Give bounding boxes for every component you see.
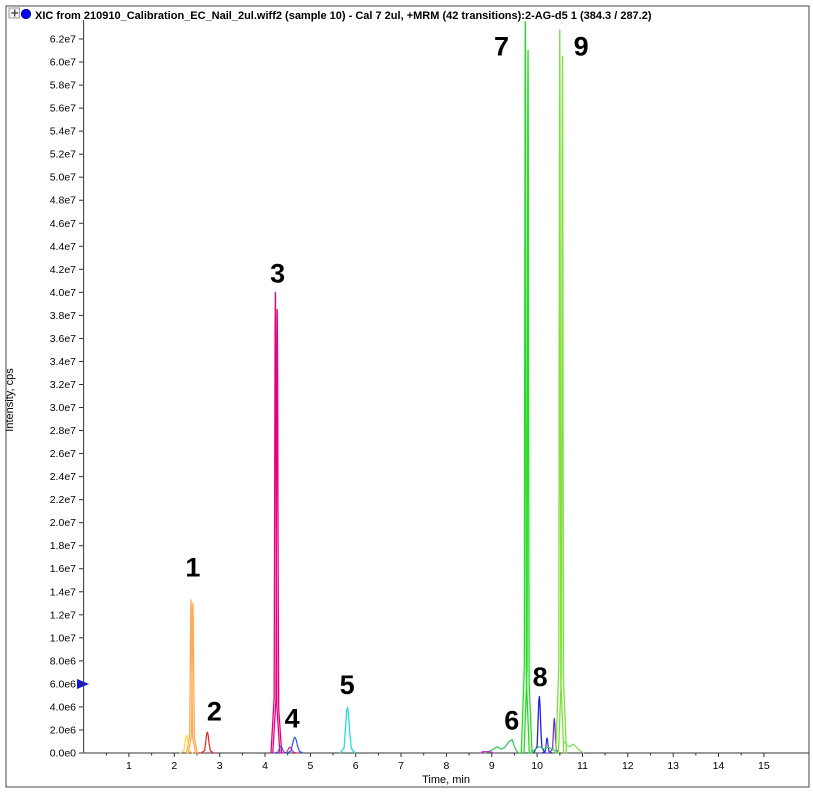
svg-text:3.0e7: 3.0e7 [50,402,76,414]
svg-text:2: 2 [207,696,222,726]
svg-text:3.4e7: 3.4e7 [50,356,76,368]
svg-text:3.2e7: 3.2e7 [50,379,76,391]
svg-text:7: 7 [398,760,404,772]
svg-text:XIC from 210910_Calibration_EC: XIC from 210910_Calibration_EC_Nail_2ul.… [35,10,652,22]
svg-text:3: 3 [270,259,285,289]
svg-text:2.0e6: 2.0e6 [50,724,76,736]
svg-text:11: 11 [577,760,588,772]
svg-text:8: 8 [533,662,548,692]
svg-text:Time, min: Time, min [422,774,470,786]
svg-text:1.0e7: 1.0e7 [50,632,76,644]
svg-text:5.6e7: 5.6e7 [50,103,76,115]
svg-text:4: 4 [285,704,300,734]
svg-text:12: 12 [622,760,634,772]
svg-text:5.8e7: 5.8e7 [50,80,76,92]
svg-text:Intensity, cps: Intensity, cps [4,368,16,432]
svg-text:4: 4 [262,760,268,772]
svg-text:13: 13 [667,760,679,772]
svg-text:6: 6 [504,705,519,735]
svg-text:1: 1 [185,552,200,582]
svg-text:2.4e7: 2.4e7 [50,471,76,483]
svg-text:3: 3 [217,760,223,772]
svg-text:0.0e0: 0.0e0 [50,748,76,760]
svg-text:3.6e7: 3.6e7 [50,333,76,345]
svg-text:6: 6 [353,760,359,772]
svg-text:2.6e7: 2.6e7 [50,448,76,460]
svg-text:4.0e6: 4.0e6 [50,701,76,713]
svg-text:15: 15 [758,760,770,772]
svg-text:2.8e7: 2.8e7 [50,425,76,437]
svg-text:2.0e7: 2.0e7 [50,517,76,529]
svg-text:4.2e7: 4.2e7 [50,264,76,276]
svg-text:1.2e7: 1.2e7 [50,609,76,621]
svg-text:14: 14 [713,760,725,772]
svg-text:6.0e6: 6.0e6 [50,678,76,690]
svg-text:4.6e7: 4.6e7 [50,218,76,230]
svg-text:5.2e7: 5.2e7 [50,149,76,161]
svg-text:9: 9 [574,32,589,62]
svg-text:3.8e7: 3.8e7 [50,310,76,322]
svg-text:5.0e7: 5.0e7 [50,172,76,184]
svg-text:4.0e7: 4.0e7 [50,287,76,299]
svg-text:7: 7 [494,31,509,61]
svg-text:2.2e7: 2.2e7 [50,494,76,506]
svg-text:5: 5 [340,670,355,700]
svg-text:4.8e7: 4.8e7 [50,195,76,207]
svg-text:5.4e7: 5.4e7 [50,126,76,138]
svg-text:2: 2 [171,760,177,772]
svg-text:1.6e7: 1.6e7 [50,563,76,575]
svg-text:10: 10 [531,760,543,772]
svg-text:6.0e7: 6.0e7 [50,57,76,69]
svg-text:1.4e7: 1.4e7 [50,586,76,598]
svg-text:9: 9 [489,760,495,772]
svg-text:6.2e7: 6.2e7 [50,34,76,46]
svg-text:5: 5 [307,760,313,772]
svg-text:4.4e7: 4.4e7 [50,241,76,253]
svg-text:1.8e7: 1.8e7 [50,540,76,552]
svg-text:8.0e6: 8.0e6 [50,655,76,667]
svg-text:1: 1 [126,760,132,772]
svg-text:8: 8 [443,760,449,772]
